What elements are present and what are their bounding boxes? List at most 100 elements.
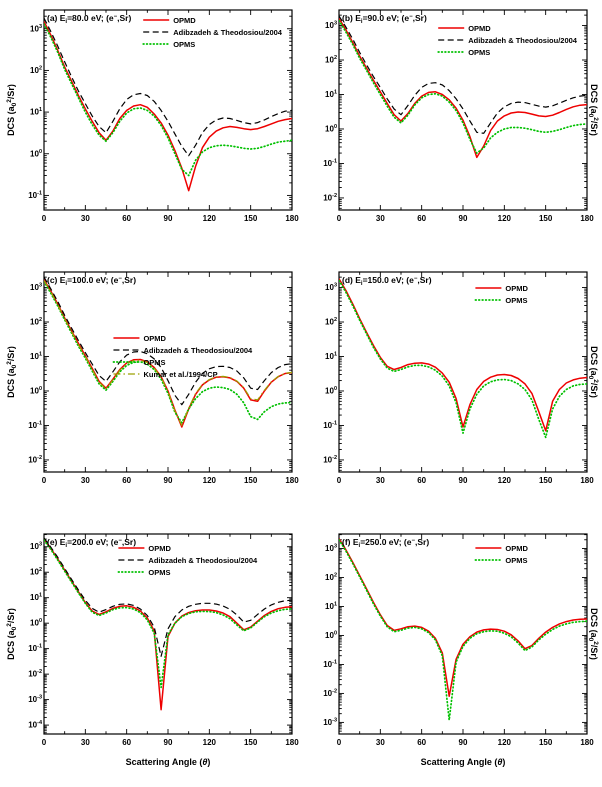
legend: OPMD Adibzadeh & Theodosiou/2004 OPMS: [437, 24, 578, 57]
x-tick-label: 90: [459, 214, 468, 223]
chart-f: 0 30 60 90 120 150 180 10-3 10-2 10-1 100 101 102 103…: [323, 533, 599, 767]
y-tick-label: 10-2: [323, 193, 337, 203]
y-tick-label: 101: [30, 593, 42, 603]
y-tick-label: 101: [325, 351, 337, 361]
y-tick-label: 10-1: [323, 420, 337, 430]
series-line-opmd: [44, 279, 292, 428]
panel-e: 0 30 60 90 120 150 180 10-4 10-3 10-2 10-1 100 101 10…: [0, 524, 301, 787]
x-tick-label: 120: [498, 214, 512, 223]
y-tick-label: 10-1: [323, 659, 337, 669]
series-line-opmd: [44, 21, 292, 192]
plot-frame: [43, 533, 293, 735]
x-tick-label: 0: [42, 738, 47, 747]
y-tick-label: 10-2: [28, 669, 42, 679]
legend-label: Adibzadeh & Theodosiou/2004: [468, 36, 578, 45]
y-tick-label: 103: [325, 543, 337, 553]
legend-label: OPMS: [505, 556, 527, 565]
x-tick-label: 30: [81, 476, 90, 485]
x-tick-label: 30: [81, 214, 90, 223]
panel-title: (a) Ei=80.0 eV; (e−,Sr): [47, 13, 131, 25]
series-line-opms: [44, 539, 292, 689]
y-tick-label: 100: [30, 149, 42, 159]
y-tick-label: 101: [325, 89, 337, 99]
legend-label: Adibzadeh & Theodosiou/2004: [173, 28, 283, 37]
axis-ticks: [338, 10, 588, 210]
legend-label: OPMS: [143, 358, 165, 367]
x-tick-label: 120: [498, 738, 512, 747]
axis-ticks: [338, 534, 588, 735]
legend-label: OPMD: [505, 544, 528, 553]
x-tick-label: 180: [580, 476, 594, 485]
y-axis-title: DCS (a02/Sr): [587, 84, 599, 136]
x-tick-label: 120: [203, 738, 217, 747]
y-tick-label: 101: [30, 107, 42, 117]
x-tick-label: 30: [81, 738, 90, 747]
plot-frame: [338, 271, 588, 473]
y-tick-label: 10-3: [323, 717, 337, 727]
x-tick-label: 90: [459, 738, 468, 747]
x-tick-label: 30: [376, 738, 385, 747]
y-tick-label: 102: [30, 65, 42, 75]
panel-title: (d) Ei=150.0 eV; (e−,Sr): [342, 275, 432, 287]
panel-title: (f) Ei=250.0 eV; (e−,Sr): [342, 537, 429, 549]
x-tick-label: 150: [539, 214, 553, 223]
y-tick-label: 10-1: [28, 644, 42, 654]
legend: OPMD OPMS: [474, 544, 528, 565]
series-line-opms: [44, 280, 292, 424]
x-tick-label: 180: [580, 738, 594, 747]
y-tick-label: 10-2: [323, 688, 337, 698]
y-tick-label: 103: [30, 283, 42, 293]
legend-label: OPMD: [143, 334, 166, 343]
chart-d: 0 30 60 90 120 150 180 10-2 10-1 100 101 102 103 (d) …: [323, 271, 599, 485]
x-axis-title: Scattering Angle (θ): [421, 757, 506, 767]
x-tick-label: 60: [417, 214, 426, 223]
series-line-opms: [339, 538, 587, 721]
x-tick-label: 0: [42, 476, 47, 485]
series-line-adibzadeh-theodosiou-2004: [339, 15, 587, 134]
x-tick-label: 90: [164, 738, 173, 747]
legend-label: OPMS: [148, 568, 170, 577]
series-line-kumar-et-al-1994-cp: [44, 280, 292, 426]
series-line-opmd: [339, 18, 587, 159]
legend-label: OPMS: [173, 40, 195, 49]
plot-frame: [43, 271, 293, 473]
y-tick-label: 10-1: [28, 190, 42, 200]
x-tick-label: 30: [376, 476, 385, 485]
legend-label: OPMD: [148, 544, 171, 553]
y-tick-label: 101: [30, 351, 42, 361]
y-tick-label: 10-3: [28, 695, 42, 705]
x-tick-label: 150: [244, 476, 258, 485]
panel-d: 0 30 60 90 120 150 180 10-2 10-1 100 101 102 103 (d) …: [301, 262, 602, 524]
y-tick-label: 102: [30, 567, 42, 577]
legend: OPMD Adibzadeh & Theodosiou/2004 OPMS: [142, 16, 283, 49]
legend-label: OPMS: [468, 48, 490, 57]
legend: OPMD Adibzadeh & Theodosiou/2004 OPMS Kumar…: [112, 334, 253, 379]
series-line-opms: [44, 23, 292, 177]
x-tick-label: 180: [580, 214, 594, 223]
legend-label: OPMD: [468, 24, 491, 33]
x-tick-label: 120: [498, 476, 512, 485]
y-tick-label: 10-1: [28, 420, 42, 430]
y-tick-label: 100: [325, 386, 337, 396]
series-line-opmd: [339, 538, 587, 697]
y-tick-label: 101: [325, 601, 337, 611]
x-tick-label: 60: [122, 738, 131, 747]
y-tick-label: 102: [30, 317, 42, 327]
y-tick-label: 103: [30, 542, 42, 552]
y-tick-label: 10-2: [28, 455, 42, 465]
series-line-adibzadeh-theodosiou-2004: [44, 276, 292, 406]
panel-c: 0 30 60 90 120 150 180 10-2 10-1 100 101 102 103 (c) …: [0, 262, 301, 524]
x-tick-label: 60: [417, 476, 426, 485]
axis-ticks: [338, 272, 588, 472]
y-tick-label: 10-2: [323, 455, 337, 465]
y-tick-label: 100: [325, 630, 337, 640]
y-tick-label: 100: [30, 386, 42, 396]
x-tick-label: 60: [122, 476, 131, 485]
y-axis-title: DCS (a02/Sr): [587, 608, 599, 660]
x-tick-label: 180: [285, 214, 299, 223]
x-tick-label: 180: [285, 738, 299, 747]
x-tick-label: 90: [459, 476, 468, 485]
panel-title: (b) Ei=90.0 eV; (e−,Sr): [342, 13, 427, 25]
legend-label: OPMD: [505, 284, 528, 293]
y-tick-label: 10-1: [323, 158, 337, 168]
